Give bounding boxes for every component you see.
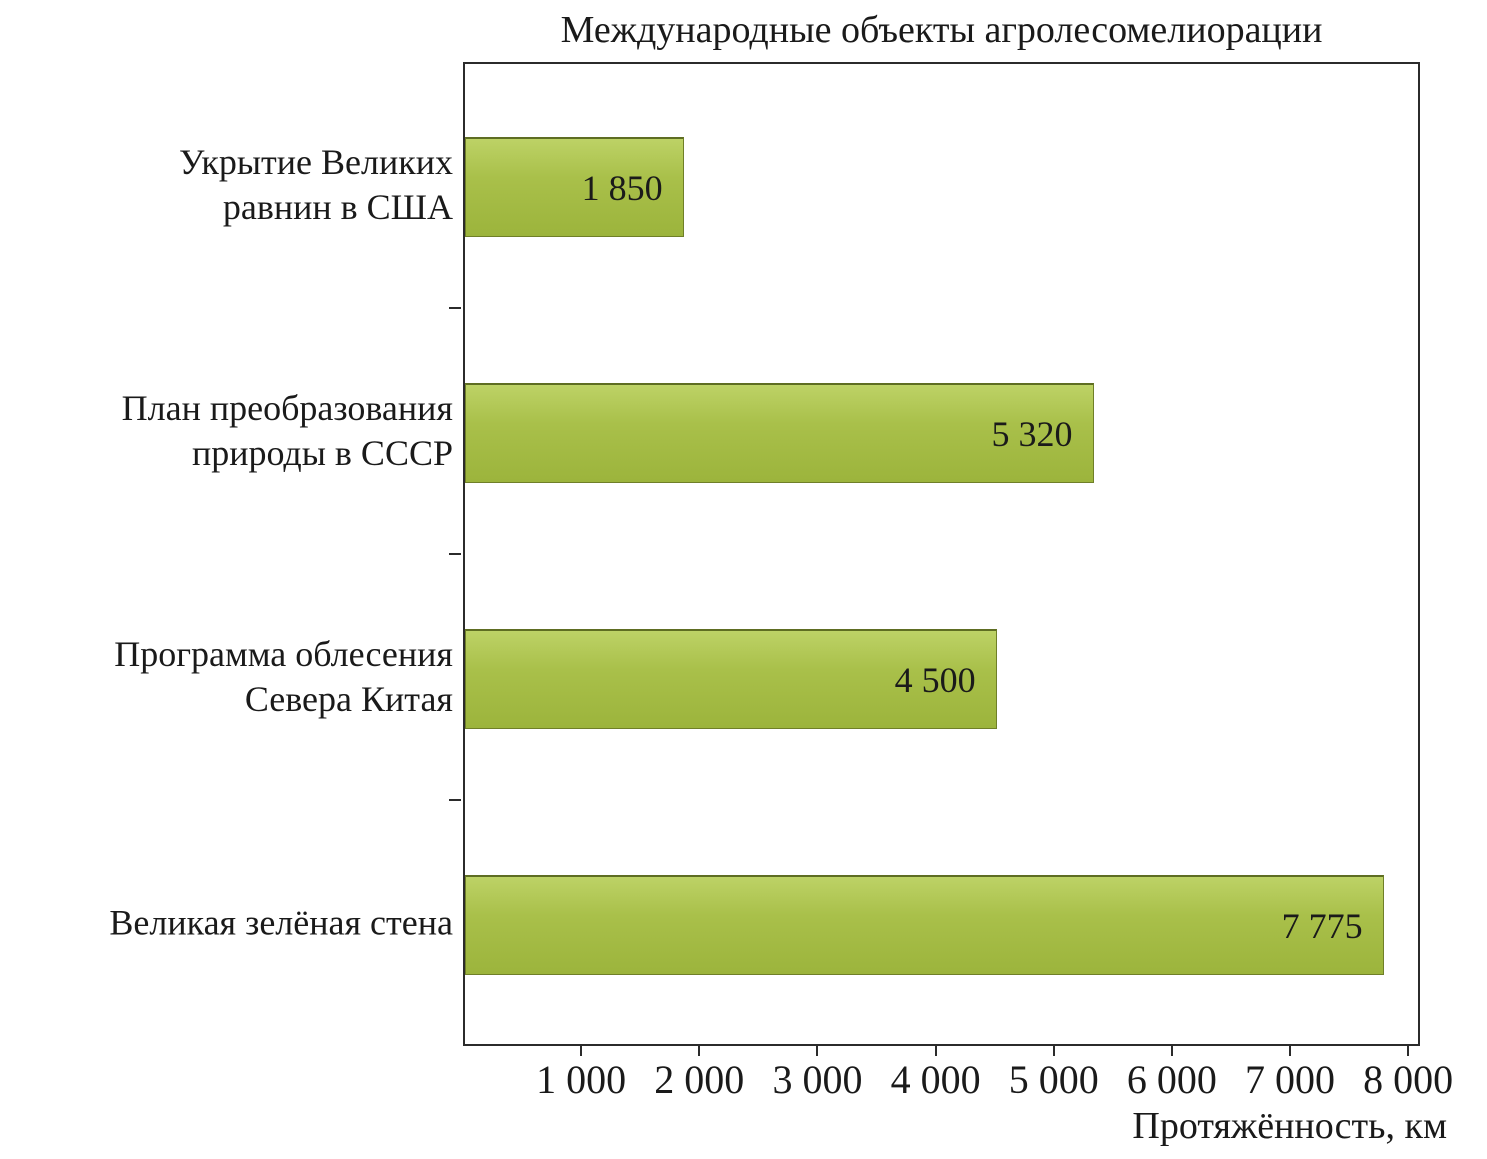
category-label-3: Великая зелёная стена: [109, 902, 453, 943]
bar-1: 5 320: [465, 383, 1094, 483]
bar-value-label: 4 500: [894, 659, 976, 700]
x-axis-tick: [934, 1046, 937, 1056]
bar-0: 1 850: [465, 137, 684, 237]
y-axis-tick: [449, 307, 461, 309]
x-tick-label-1: 2 000: [654, 1057, 745, 1102]
bar-value-label: 7 775: [1281, 905, 1363, 946]
x-axis-tick: [1407, 1046, 1410, 1056]
category-label-0: Укрытие Великих равнин в США: [179, 142, 453, 227]
chart-title: Международные объекты агролесомелиорации: [560, 9, 1323, 51]
bar-value-label: 5 320: [991, 413, 1073, 454]
x-tick-label-4: 5 000: [1008, 1057, 1099, 1102]
x-axis-tick: [1170, 1046, 1173, 1056]
y-axis-tick: [449, 799, 461, 801]
x-tick-label-3: 4 000: [890, 1057, 981, 1102]
x-axis-tick: [1289, 1046, 1292, 1056]
bar-value-label: 1 850: [581, 167, 663, 208]
x-tick-label-7: 8 000: [1363, 1057, 1454, 1102]
bar-3: 7 775: [465, 875, 1384, 975]
x-tick-label-6: 7 000: [1245, 1057, 1336, 1102]
plot-area: 1 850 5 320 4 500 7 775: [463, 62, 1420, 1046]
category-label-2: Программа облесения Севера Китая: [114, 634, 453, 719]
x-axis-tick: [698, 1046, 701, 1056]
x-axis-tick: [1052, 1046, 1055, 1056]
bar-2: 4 500: [465, 629, 997, 729]
x-axis-title: Протяжённость, км: [1132, 1105, 1447, 1147]
x-tick-label-5: 6 000: [1126, 1057, 1217, 1102]
x-axis-tick: [816, 1046, 819, 1056]
category-label-1: План преобразования природы в СССР: [121, 388, 453, 473]
x-axis-tick: [580, 1046, 583, 1056]
x-tick-label-2: 3 000: [772, 1057, 863, 1102]
x-tick-label-0: 1 000: [536, 1057, 627, 1102]
y-axis-tick: [449, 553, 461, 555]
